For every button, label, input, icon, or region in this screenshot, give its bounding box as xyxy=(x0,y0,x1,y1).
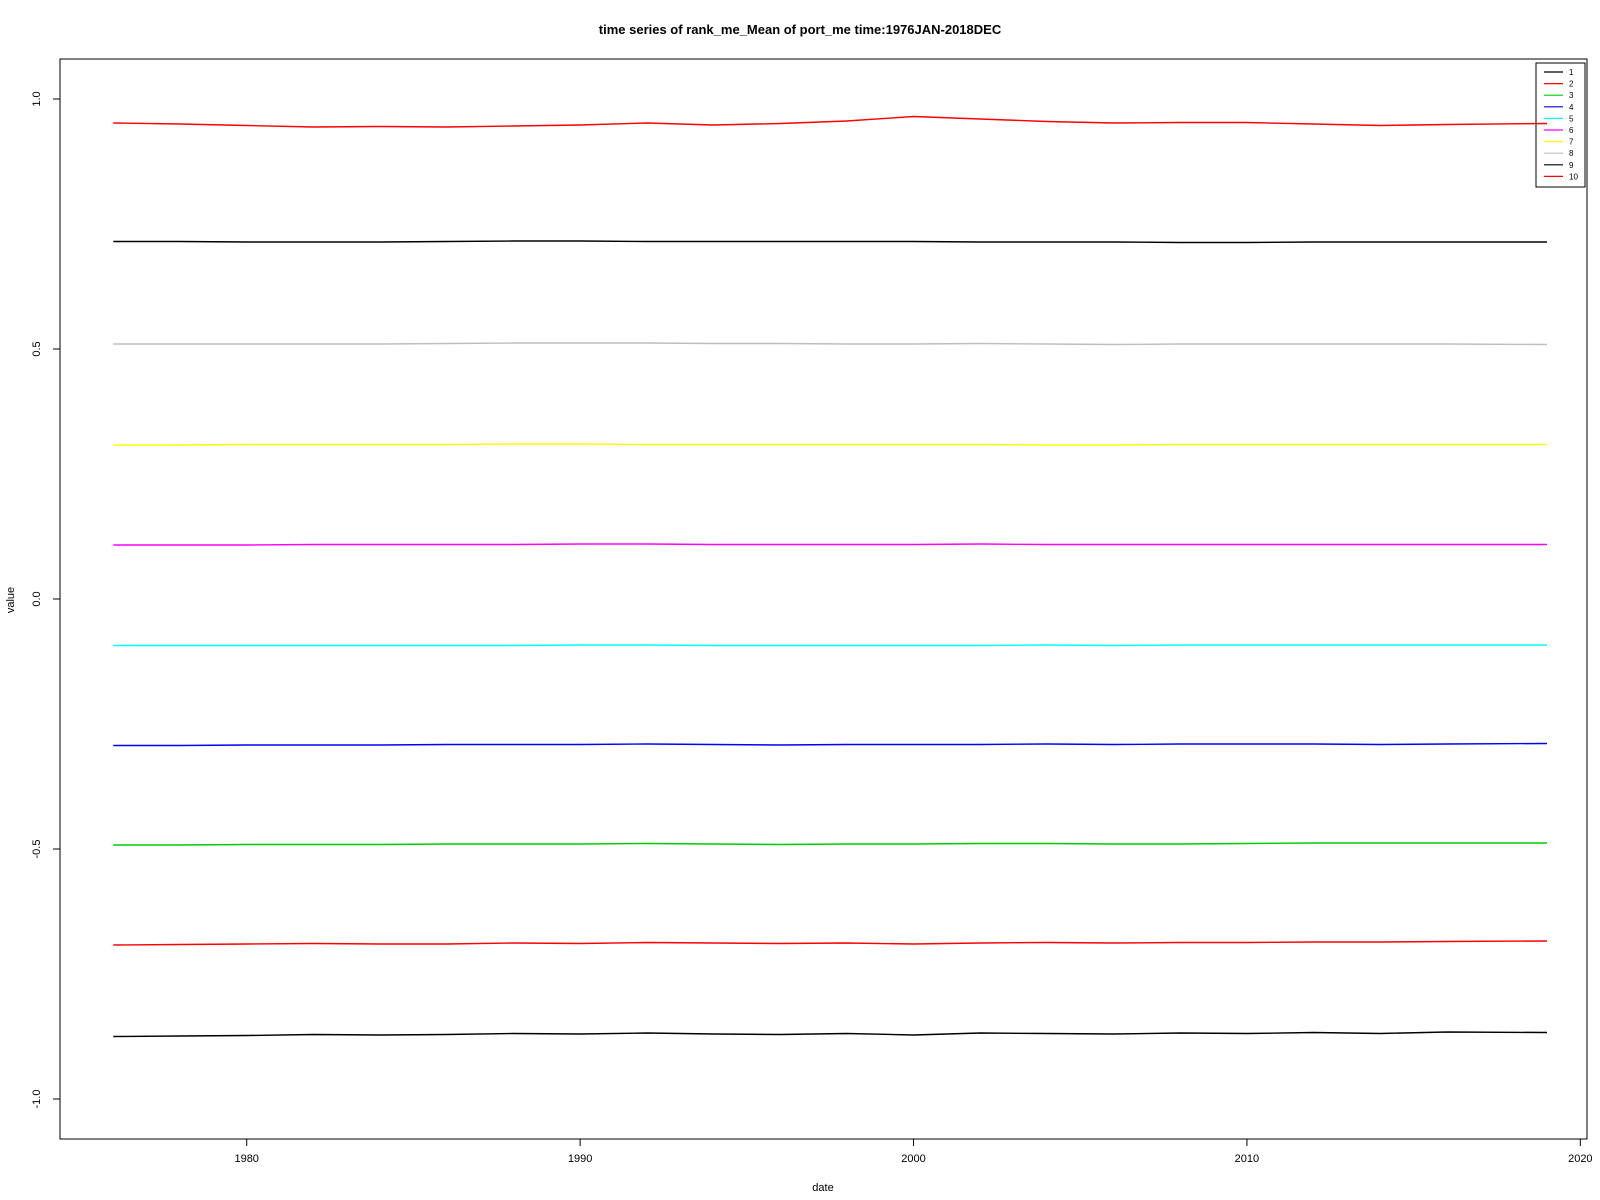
x-tick-label: 2020 xyxy=(1568,1153,1592,1165)
series-line-9 xyxy=(113,240,1547,244)
legend-label-6: 6 xyxy=(1569,126,1574,135)
series-line-7 xyxy=(113,443,1547,446)
legend-label-4: 4 xyxy=(1569,103,1574,112)
y-axis: -1.0 -0.5 0.0 0.5 1.0 xyxy=(31,91,61,1109)
legend-label-7: 7 xyxy=(1569,138,1574,147)
series-lines xyxy=(113,115,1548,1038)
series-line-4 xyxy=(113,742,1548,747)
legend-label-8: 8 xyxy=(1569,149,1574,158)
legend: 1 2 3 4 5 6 7 8 9 10 xyxy=(1535,62,1586,188)
legend-label-5: 5 xyxy=(1569,114,1574,123)
series-line-5 xyxy=(113,644,1547,647)
y-axis-label: value xyxy=(5,587,17,613)
y-axis-label-wrapper: value xyxy=(5,587,17,613)
x-tick-label: 2010 xyxy=(1235,1153,1259,1165)
series-line-1 xyxy=(113,1031,1548,1038)
legend-label-1: 1 xyxy=(1569,68,1574,77)
legend-label-2: 2 xyxy=(1569,80,1574,89)
y-tick-label: 0.5 xyxy=(31,341,43,356)
x-tick-label: 1990 xyxy=(568,1153,592,1165)
series-line-2 xyxy=(113,940,1548,946)
x-axis: 1980 1990 2000 2010 2020 xyxy=(234,1138,1593,1165)
series-line-3 xyxy=(113,842,1547,846)
x-tick-label: 2000 xyxy=(901,1153,925,1165)
plot-area-frame xyxy=(59,58,1588,1140)
legend-label-3: 3 xyxy=(1569,91,1574,100)
series-line-6 xyxy=(113,543,1547,546)
series-line-8 xyxy=(113,342,1548,346)
y-tick-label: -1.0 xyxy=(31,1090,43,1109)
legend-label-9: 9 xyxy=(1569,161,1574,170)
x-axis-label: date xyxy=(812,1182,833,1194)
series-line-10 xyxy=(113,115,1548,128)
chart-title: time series of rank_me_Mean of port_me t… xyxy=(599,22,1002,37)
legend-frame xyxy=(1535,62,1586,188)
y-tick-label: 0.0 xyxy=(31,591,43,606)
legend-label-10: 10 xyxy=(1569,172,1578,181)
y-tick-label: 1.0 xyxy=(31,91,43,106)
x-tick-label: 1980 xyxy=(234,1153,258,1165)
y-tick-label: -0.5 xyxy=(31,840,43,859)
